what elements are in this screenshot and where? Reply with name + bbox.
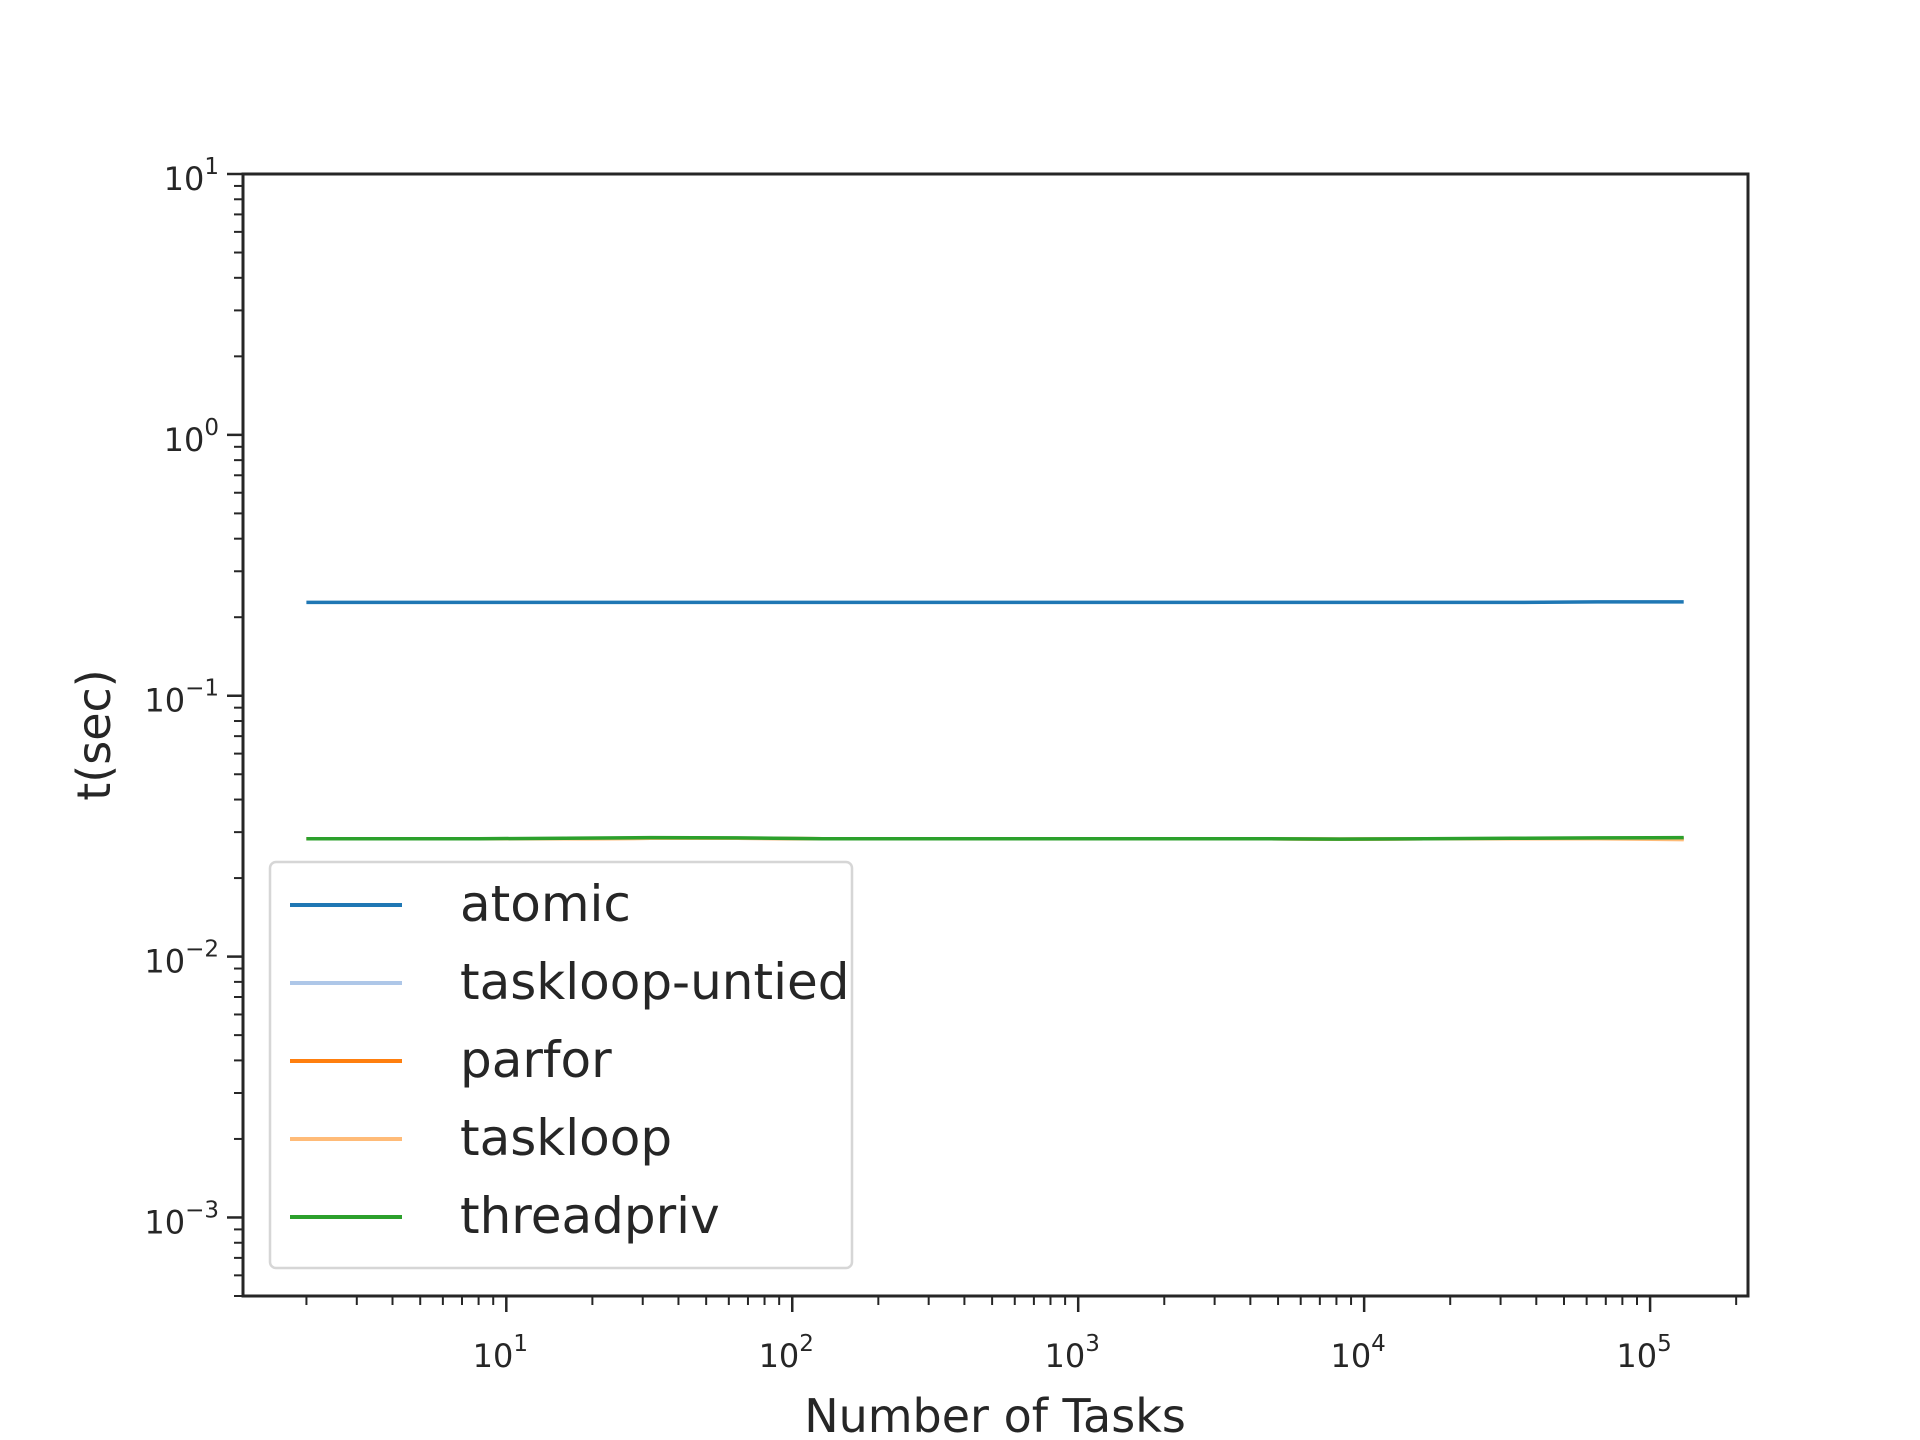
legend-label-parfor: parfor xyxy=(460,1031,612,1089)
y-tick-label: 100 xyxy=(164,415,219,459)
plot-frame xyxy=(241,172,1750,1298)
legend-label-threadpriv: threadpriv xyxy=(460,1187,720,1245)
y-tick-label: 101 xyxy=(164,154,219,198)
y-axis-label: t(sec) xyxy=(67,669,121,801)
legend-box xyxy=(268,860,854,1270)
y-tick-label: 10−3 xyxy=(144,1197,219,1241)
y-tick-label: 10−2 xyxy=(144,937,219,981)
series-lines xyxy=(306,600,1684,842)
series-line-atomic xyxy=(306,600,1684,605)
x-tick-label: 105 xyxy=(1616,1331,1671,1375)
x-tick-label: 103 xyxy=(1045,1331,1100,1375)
legend-label-taskloop-untied: taskloop-untied xyxy=(460,953,849,1011)
x-tick-label: 104 xyxy=(1330,1331,1385,1375)
legend-label-atomic: atomic xyxy=(460,875,631,933)
legend: atomic taskloop-untied parfor taskloop threa… xyxy=(268,860,854,1270)
series-line-threadpriv xyxy=(306,835,1684,841)
x-axis-label: Number of Tasks xyxy=(804,1389,1186,1440)
legend-label-taskloop: taskloop xyxy=(460,1109,672,1167)
x-tick-label: 101 xyxy=(473,1331,528,1375)
y-tick-label: 10−1 xyxy=(144,676,219,720)
x-tick-label: 102 xyxy=(759,1331,814,1375)
major-ticks: 101 102 103 104 105 10−3 10−2 10−1 100 101 xyxy=(144,154,1671,1375)
